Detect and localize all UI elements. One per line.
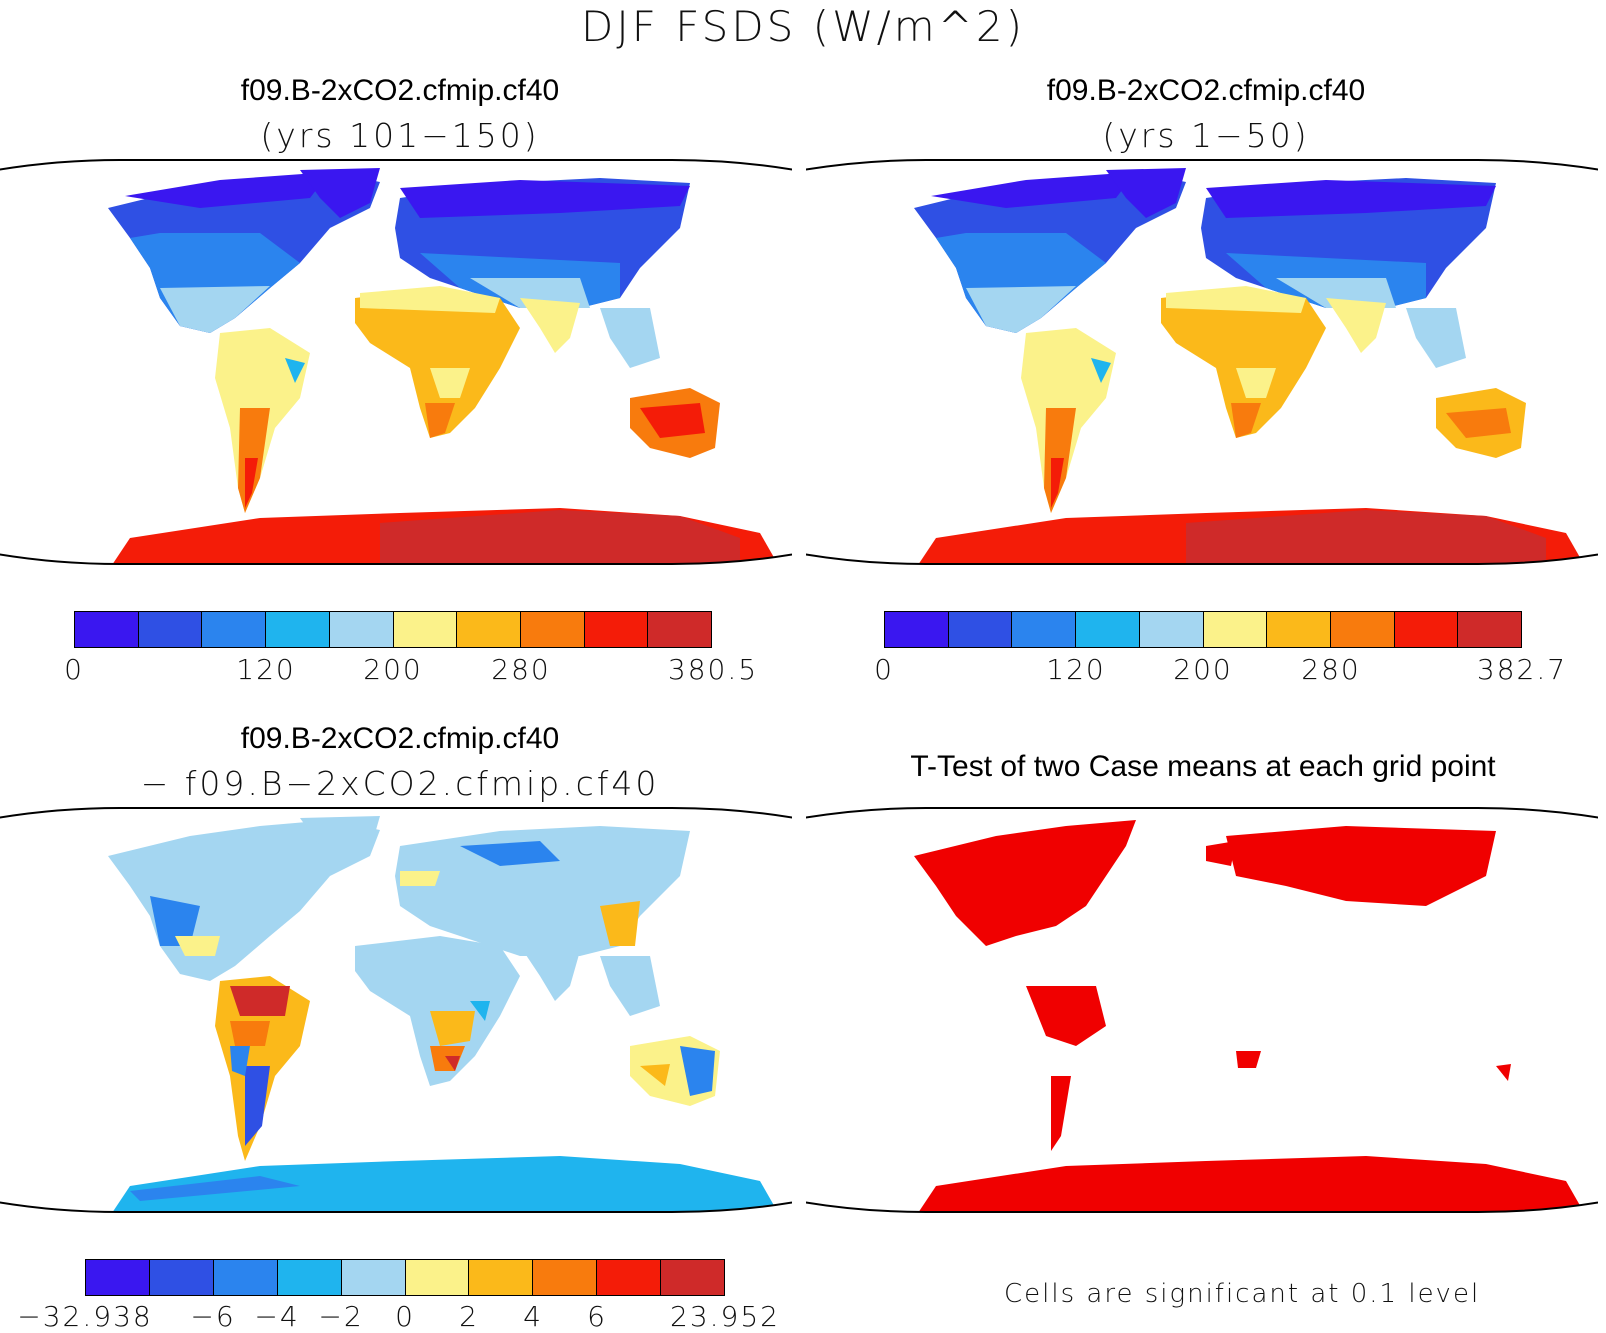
colorbar-swatch — [533, 1260, 598, 1295]
colorbar-swatch — [948, 612, 1013, 647]
colorbar-swatch — [341, 1260, 406, 1295]
colorbar-label: 4 — [523, 1300, 543, 1333]
colorbar-label: 0 — [874, 653, 894, 686]
colorbar-swatch — [393, 612, 458, 647]
colorbar-label: 0 — [395, 1300, 415, 1333]
colorbar-label: 6 — [587, 1300, 607, 1333]
colorbar-swatch — [149, 1260, 214, 1295]
colorbar-swatch — [885, 612, 949, 647]
colorbar-swatch — [648, 612, 712, 647]
colorbar-bottom-left — [85, 1259, 725, 1296]
colorbar-swatch — [277, 1260, 342, 1295]
colorbar-swatch — [469, 1260, 534, 1295]
colorbar-swatch — [329, 612, 394, 647]
colorbar-label: −2 — [318, 1300, 364, 1333]
colorbar-label: 382.7 — [1476, 653, 1568, 686]
colorbar-label: −32.938 — [17, 1300, 153, 1333]
colorbar-top-right — [884, 611, 1522, 648]
colorbar-label: 2 — [459, 1300, 479, 1333]
significance-note: Cells are significant at 0.1 level — [1004, 1279, 1481, 1309]
colorbar-swatch — [202, 612, 267, 647]
panel-title-bottom-right: T-Test of two Case means at each grid po… — [910, 750, 1496, 783]
colorbar-label: 280 — [491, 653, 551, 686]
colorbar-swatch — [457, 612, 521, 647]
colorbar-label: 120 — [236, 653, 296, 686]
colorbar-swatch — [1330, 612, 1395, 647]
colorbar-label: 23.952 — [670, 1300, 780, 1333]
colorbar-swatch — [86, 1260, 150, 1295]
colorbar-label: 200 — [1173, 653, 1233, 686]
colorbar-swatch — [1012, 612, 1077, 647]
colorbar-label: 280 — [1301, 653, 1361, 686]
colorbar-label: 120 — [1046, 653, 1106, 686]
colorbar-swatch — [1076, 612, 1140, 647]
colorbar-label: 200 — [363, 653, 423, 686]
colorbar-swatch — [1267, 612, 1331, 647]
colorbar-swatch — [520, 612, 585, 647]
panel-title-top-right: f09.B-2xCO2.cfmip.cf40 — [1046, 74, 1366, 107]
panel-subtitle-top-right: (yrs 1−50) — [1102, 116, 1310, 155]
panel-subtitle-bottom-left: − f09.B−2xCO2.cfmip.cf40 — [140, 764, 660, 803]
colorbar-swatch — [1203, 612, 1268, 647]
colorbar-swatch — [1139, 612, 1204, 647]
colorbar-swatch — [213, 1260, 278, 1295]
colorbar-label: 380.5 — [667, 653, 759, 686]
colorbar-swatch — [405, 1260, 470, 1295]
map-bottom-right — [806, 807, 1598, 1213]
colorbar-top-left — [74, 611, 712, 648]
colorbar-swatch — [661, 1260, 725, 1295]
figure-title: DJF FSDS (W/m^2) — [581, 2, 1025, 51]
panel-subtitle-top-left: (yrs 101−150) — [260, 116, 540, 155]
map-top-right — [806, 159, 1598, 565]
map-bottom-left — [0, 807, 792, 1213]
colorbar-swatch — [584, 612, 649, 647]
colorbar-label: 0 — [64, 653, 84, 686]
colorbar-label: −6 — [190, 1300, 236, 1333]
panel-title-top-left: f09.B-2xCO2.cfmip.cf40 — [240, 74, 560, 107]
colorbar-swatch — [138, 612, 203, 647]
map-top-left — [0, 159, 792, 565]
colorbar-swatch — [597, 1260, 662, 1295]
colorbar-swatch — [1458, 612, 1522, 647]
colorbar-swatch — [75, 612, 139, 647]
colorbar-label: −4 — [254, 1300, 300, 1333]
colorbar-swatch — [1394, 612, 1459, 647]
colorbar-swatch — [266, 612, 330, 647]
panel-title-bottom-left: f09.B-2xCO2.cfmip.cf40 — [240, 722, 560, 755]
